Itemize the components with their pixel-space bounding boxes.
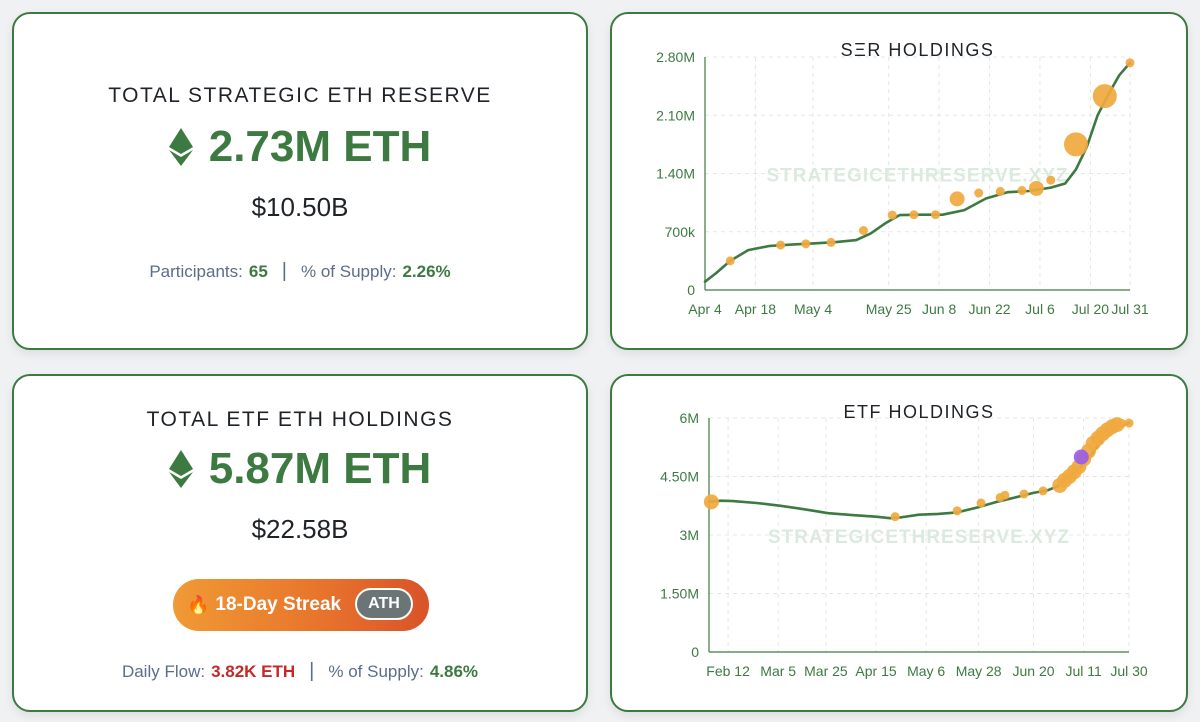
divider: | xyxy=(281,260,287,282)
streak-badge: 🔥 18-Day Streak ATH xyxy=(173,579,429,631)
etf-holdings-chart-card: STRATEGICETHRESERVE.XYZ 0 1.50M 3M 4.50M 6M Fe… xyxy=(610,374,1188,712)
x-tick-label: Jun 22 xyxy=(969,301,1011,317)
x-tick-label: May 4 xyxy=(794,301,832,317)
y-tick-label: 2.10M xyxy=(656,107,695,123)
data-point-marker xyxy=(1125,58,1135,68)
participants-value: 65 xyxy=(248,261,268,281)
ser-meta-row: Participants: 65 | % of Supply: 2.26% xyxy=(14,260,586,283)
y-tick-label: 0 xyxy=(691,644,699,660)
x-tick-label: Feb 12 xyxy=(706,663,750,679)
data-point-marker xyxy=(1117,418,1127,428)
data-point-marker xyxy=(1038,486,1048,496)
ser-title: TOTAL STRATEGIC ETH RESERVE xyxy=(108,84,492,107)
x-tick-label: Jun 8 xyxy=(922,301,956,317)
data-point-marker xyxy=(952,506,962,516)
x-tick-label: Mar 5 xyxy=(760,663,796,679)
data-point-marker xyxy=(1046,175,1056,185)
etf-amount-row: 5.87M ETH xyxy=(14,444,586,494)
x-tick-label: Jul 20 xyxy=(1072,301,1110,317)
participants-label: Participants: xyxy=(149,261,243,281)
data-point-marker xyxy=(725,256,735,266)
data-point-marker xyxy=(1092,84,1117,109)
x-tick-label: Jun 20 xyxy=(1013,663,1055,679)
y-tick-label: 700k xyxy=(665,224,696,240)
x-tick-label: Apr 18 xyxy=(735,301,776,317)
y-tick-label: 1.40M xyxy=(656,166,695,182)
etf-holdings-chart: STRATEGICETHRESERVE.XYZ 0 1.50M 3M 4.50M 6M Fe… xyxy=(660,402,1148,679)
data-point-marker xyxy=(890,512,900,522)
y-tick-label: 6M xyxy=(680,410,699,426)
streak-label: 18-Day Streak xyxy=(215,594,342,615)
data-point-marker xyxy=(974,188,984,198)
chart-title: ETF HOLDINGS xyxy=(843,402,994,422)
x-tick-label: Apr 15 xyxy=(855,663,896,679)
data-point-marker xyxy=(909,210,919,220)
data-point-marker xyxy=(995,186,1005,196)
x-tick-label: Jul 31 xyxy=(1111,301,1149,317)
chart-watermark: STRATEGICETHRESERVE.XYZ xyxy=(766,166,1068,187)
y-tick-label: 4.50M xyxy=(660,469,699,485)
divider: | xyxy=(309,660,315,682)
y-tick-label: 3M xyxy=(680,527,699,543)
ser-usd-value: $10.50B xyxy=(251,192,349,222)
data-point-marker xyxy=(1124,418,1134,428)
etf-supply-label: % of Supply: xyxy=(328,661,424,681)
ser-supply-value: 2.26% xyxy=(402,261,451,281)
ser-amount-row: 2.73M ETH xyxy=(14,122,586,172)
ser-amount: 2.73M ETH xyxy=(208,122,432,171)
chart-title: SΞR HOLDINGS xyxy=(841,40,995,60)
x-tick-label: Jul 11 xyxy=(1065,663,1102,679)
data-point-marker xyxy=(801,239,811,249)
ser-supply-label: % of Supply: xyxy=(301,261,397,281)
ethereum-icon xyxy=(168,128,193,166)
x-tick-label: Apr 4 xyxy=(688,301,722,317)
chart-watermark: STRATEGICETHRESERVE.XYZ xyxy=(768,527,1070,548)
fire-icon: 🔥 xyxy=(187,594,210,615)
data-point-marker xyxy=(776,240,786,250)
x-tick-label: Jul 30 xyxy=(1110,663,1148,679)
x-tick-label: Jul 6 xyxy=(1025,301,1055,317)
data-point-marker xyxy=(1000,490,1010,500)
data-point-marker xyxy=(931,210,941,220)
etf-amount: 5.87M ETH xyxy=(208,444,432,493)
ser-holdings-chart: STRATEGICETHRESERVE.XYZ 0 700k 1.40M 2.10M 2.… xyxy=(656,40,1149,317)
ethereum-icon xyxy=(168,450,193,488)
y-tick-label: 0 xyxy=(687,282,695,298)
data-point-marker xyxy=(1073,449,1089,465)
data-point-marker xyxy=(826,237,836,247)
data-point-marker xyxy=(858,226,868,236)
data-point-marker xyxy=(703,494,719,510)
etf-supply-value: 4.86% xyxy=(429,661,479,681)
y-tick-label: 2.80M xyxy=(656,49,695,65)
data-point-marker xyxy=(976,498,986,508)
data-point-marker xyxy=(949,191,965,207)
x-tick-label: May 25 xyxy=(866,301,912,317)
x-tick-label: May 28 xyxy=(956,663,1002,679)
x-tick-label: Mar 25 xyxy=(804,663,848,679)
daily-flow-value: 3.82K ETH xyxy=(211,661,296,681)
data-point-marker xyxy=(887,210,897,220)
x-tick-label: May 6 xyxy=(907,663,945,679)
etf-title: TOTAL ETF ETH HOLDINGS xyxy=(146,408,454,431)
daily-flow-label: Daily Flow: xyxy=(121,661,206,681)
data-point-marker xyxy=(1019,489,1029,499)
data-point-marker xyxy=(1063,132,1088,157)
y-tick-label: 1.50M xyxy=(660,586,699,602)
etf-usd-value: $22.58B xyxy=(251,514,349,544)
data-point-marker xyxy=(1017,186,1027,196)
data-point-marker xyxy=(1028,180,1044,196)
etf-summary-card: TOTAL ETF ETH HOLDINGS 5.87M ETH $22.58B… xyxy=(12,374,588,712)
ser-holdings-chart-card: STRATEGICETHRESERVE.XYZ 0 700k 1.40M 2.10M 2.… xyxy=(610,12,1188,350)
ath-badge: ATH xyxy=(355,588,413,620)
etf-meta-row: Daily Flow: 3.82K ETH | % of Supply: 4.8… xyxy=(14,660,586,683)
ser-summary-card: TOTAL STRATEGIC ETH RESERVE 2.73M ETH $1… xyxy=(12,12,588,350)
